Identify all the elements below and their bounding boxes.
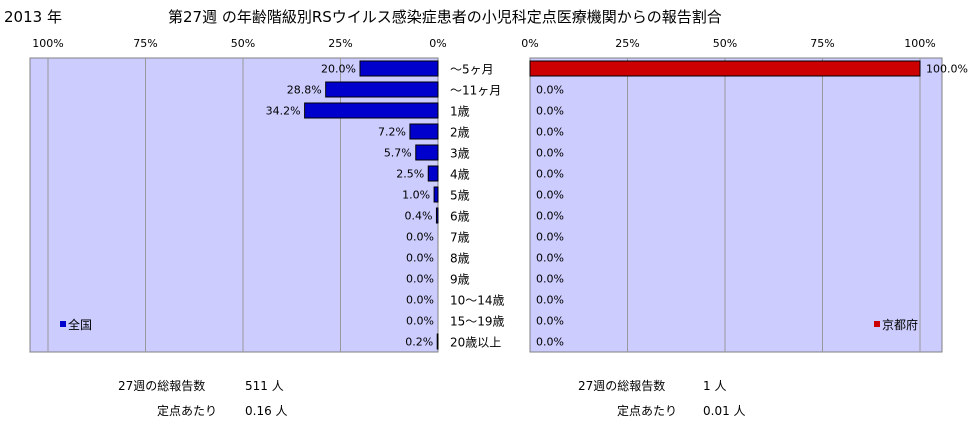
left-category-label: 9歳	[450, 273, 470, 287]
left-bar	[359, 60, 439, 77]
right-data-label: 0.0%	[536, 147, 564, 160]
left-total-value: 511 人	[245, 379, 284, 393]
right-tick-label: 50%	[713, 37, 737, 50]
left-total-label: 27週の総報告数	[118, 379, 206, 393]
left-category-label: 15～19歳	[450, 315, 505, 329]
right-plot-area	[529, 57, 943, 353]
left-legend-swatch	[60, 321, 66, 327]
right-legend-swatch	[874, 321, 880, 327]
left-bar	[304, 102, 439, 119]
left-tick-label: 75%	[133, 37, 157, 50]
right-data-label: 0.0%	[536, 336, 564, 349]
left-data-label: 0.0%	[406, 294, 434, 307]
year-label: 2013 年	[4, 8, 62, 26]
right-bar	[529, 60, 921, 77]
right-per-value: 0.01 人	[703, 404, 746, 418]
right-data-label: 0.0%	[536, 231, 564, 244]
left-category-label: 7歳	[450, 231, 470, 245]
left-legend-label: 全国	[68, 317, 92, 332]
right-data-label: 0.0%	[536, 126, 564, 139]
right-tick-label: 75%	[810, 37, 834, 50]
right-total-label: 27週の総報告数	[578, 379, 666, 393]
left-bar	[433, 186, 439, 203]
right-tick-label: 25%	[615, 37, 639, 50]
left-per-label: 定点あたり	[157, 404, 218, 418]
left-data-label: 1.0%	[402, 189, 430, 202]
left-plot-area	[29, 57, 439, 353]
left-data-label: 20.0%	[321, 63, 356, 76]
left-category-label: ～5ヶ月	[450, 63, 494, 77]
left-category-label: 4歳	[450, 168, 470, 182]
right-data-label: 0.0%	[536, 168, 564, 181]
left-per-value: 0.16 人	[245, 404, 288, 418]
left-data-label: 0.2%	[405, 336, 433, 349]
right-data-label: 0.0%	[536, 273, 564, 286]
left-category-label: 1歳	[450, 105, 470, 119]
left-data-label: 28.8%	[287, 84, 322, 97]
left-category-label: 8歳	[450, 252, 470, 266]
left-category-label: 3歳	[450, 147, 470, 161]
left-bar	[436, 333, 439, 350]
right-data-label: 0.0%	[536, 210, 564, 223]
left-data-label: 7.2%	[378, 126, 406, 139]
right-data-label: 0.0%	[536, 294, 564, 307]
left-tick-label: 0%	[429, 37, 446, 50]
left-bar	[409, 123, 439, 140]
chart-title: 第27週 の年齢階級別RSウイルス感染症患者の小児科定点医療機関からの報告割合	[168, 8, 722, 26]
right-total-value: 1 人	[703, 379, 727, 393]
left-category-label: 2歳	[450, 126, 470, 140]
right-data-label: 0.0%	[536, 105, 564, 118]
left-data-label: 0.4%	[404, 210, 432, 223]
left-data-label: 0.0%	[406, 252, 434, 265]
left-bar	[427, 165, 439, 182]
left-category-label: 5歳	[450, 189, 470, 203]
right-data-label: 0.0%	[536, 315, 564, 328]
left-data-label: 34.2%	[266, 105, 301, 118]
left-data-label: 0.0%	[406, 315, 434, 328]
right-data-label: 0.0%	[536, 189, 564, 202]
right-tick-label: 100%	[904, 37, 935, 50]
left-category-label: 6歳	[450, 210, 470, 224]
right-legend-label: 京都府	[882, 317, 918, 332]
right-data-label: 100.0%	[926, 63, 968, 76]
right-tick-label: 0%	[521, 37, 538, 50]
right-data-label: 0.0%	[536, 252, 564, 265]
left-bar	[325, 81, 439, 98]
left-category-label: ～11ヶ月	[450, 84, 501, 98]
left-bar	[415, 144, 439, 161]
right-data-label: 0.0%	[536, 84, 564, 97]
left-category-label: 10～14歳	[450, 294, 505, 308]
left-tick-label: 50%	[231, 37, 255, 50]
left-tick-label: 100%	[32, 37, 63, 50]
left-data-label: 0.0%	[406, 273, 434, 286]
left-data-label: 5.7%	[384, 147, 412, 160]
left-data-label: 0.0%	[406, 231, 434, 244]
right-per-label: 定点あたり	[617, 404, 678, 418]
left-tick-label: 25%	[328, 37, 352, 50]
left-bar	[435, 207, 439, 224]
left-category-label: 20歳以上	[450, 336, 501, 350]
left-data-label: 2.5%	[396, 168, 424, 181]
